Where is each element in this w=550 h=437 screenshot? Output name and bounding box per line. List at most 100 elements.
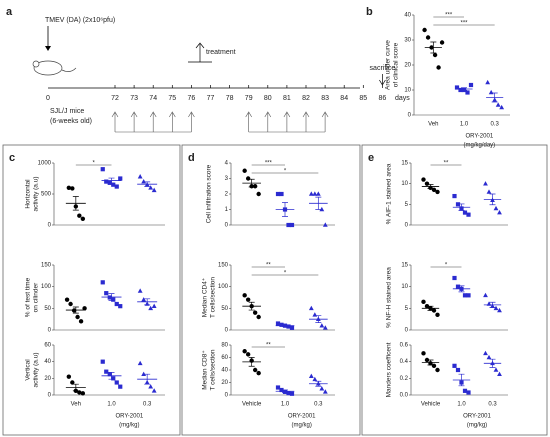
data-point	[485, 79, 491, 85]
data-point	[312, 376, 318, 382]
dose-arrow	[149, 111, 157, 132]
panel-label: a	[6, 6, 13, 18]
data-point	[252, 184, 258, 189]
sem-whisker	[315, 315, 322, 323]
y-axis-label: Horizontal	[25, 179, 32, 209]
data-point	[107, 295, 112, 300]
data-point	[465, 90, 470, 95]
data-point	[483, 292, 488, 298]
y-axis-label: on cilinder	[33, 282, 40, 312]
y-tick-label: 40	[221, 368, 228, 374]
day-label: 76	[188, 95, 196, 102]
y-tick-label: 500	[41, 192, 52, 198]
significance-label: ***	[445, 13, 453, 19]
sacrifice-arrow	[379, 74, 386, 86]
infection-label: TMEV (DA) (2x10⁶pfu)	[45, 17, 115, 24]
x-tick-label: Veh	[71, 402, 81, 408]
dose-arrow	[264, 111, 272, 132]
sem-whisker	[282, 202, 288, 217]
x-tick-label: 1.0	[460, 122, 469, 128]
data-point	[322, 325, 328, 330]
y-tick-label: 4	[225, 161, 229, 167]
sem-whisker	[108, 293, 115, 301]
y-tick-label: 0	[48, 223, 52, 229]
data-point	[286, 222, 291, 228]
data-point	[104, 291, 109, 296]
sem-whisker	[427, 305, 434, 311]
data-point	[104, 369, 109, 374]
x-tick-label: 1.0	[457, 402, 466, 408]
x-axis-label: ORY-2001	[115, 414, 143, 420]
y-tick-label: 0.0	[400, 393, 409, 399]
data-point	[151, 187, 157, 193]
sem-whisker	[282, 389, 288, 393]
data-point	[424, 181, 430, 186]
data-point	[452, 193, 457, 199]
data-point	[495, 102, 501, 107]
y-tick-label: 20	[44, 376, 51, 382]
day-label: 84	[340, 95, 348, 102]
y-axis-label: % NF-H stained area	[386, 267, 393, 328]
data-point	[455, 202, 461, 207]
dose-arrow	[302, 111, 310, 132]
data-point	[242, 168, 247, 173]
y-tick-label: 150	[218, 263, 229, 269]
data-point	[289, 391, 295, 396]
sem-whisker	[144, 181, 151, 187]
data-point	[100, 167, 105, 172]
y-tick-label: 10	[404, 88, 411, 94]
data-point	[279, 322, 284, 327]
panel-label: b	[366, 6, 373, 18]
data-point	[245, 176, 251, 181]
data-point	[431, 363, 437, 369]
y-axis-label: Median CD4⁺	[202, 277, 209, 317]
y-axis-label: Cell infiltration score	[206, 164, 213, 223]
dose-arrow	[111, 111, 119, 132]
data-point	[64, 297, 70, 302]
day-label: 86	[379, 95, 387, 102]
data-point	[279, 191, 284, 197]
y-axis-label: activity (a.u)	[33, 176, 40, 211]
data-point	[462, 293, 468, 298]
data-point	[499, 104, 505, 110]
data-point	[66, 185, 72, 190]
y-tick-label: 0	[225, 223, 229, 229]
panel-e-frame	[361, 144, 548, 436]
y-axis-label: activity (a.u)	[33, 352, 40, 387]
dose-arrow	[321, 111, 329, 132]
sem-whisker	[458, 203, 465, 211]
data-point	[252, 310, 258, 315]
data-point	[80, 216, 86, 221]
y-tick-label: 40	[404, 13, 411, 19]
sem-whisker	[144, 373, 151, 385]
y-tick-label: 0.6	[400, 343, 409, 349]
data-point	[256, 370, 261, 376]
data-point	[289, 222, 295, 228]
data-point	[436, 65, 441, 70]
x-tick-label: 0.3	[143, 402, 152, 408]
day-label: 83	[321, 95, 329, 102]
y-axis-label: Area under curve	[385, 40, 392, 90]
y-tick-label: 60	[221, 355, 228, 361]
data-point	[100, 280, 105, 285]
data-point	[275, 321, 281, 326]
y-tick-label: 0	[225, 393, 229, 399]
data-point	[75, 314, 80, 320]
y-tick-label: 15	[401, 263, 408, 269]
data-point	[421, 351, 426, 356]
y-tick-label: 0	[225, 328, 229, 334]
day-label: 73	[130, 95, 138, 102]
data-point	[497, 371, 502, 376]
y-tick-label: 20	[404, 63, 411, 69]
x-tick-label: 1.0	[107, 402, 116, 408]
data-point	[118, 384, 123, 389]
data-point	[141, 179, 147, 184]
data-point	[422, 27, 427, 33]
y-tick-label: 0	[48, 328, 52, 334]
x-tick-label: 1.0	[281, 402, 290, 408]
data-point	[82, 306, 87, 311]
x-axis-label: ORY-2001	[465, 134, 493, 140]
day-label: 75	[168, 95, 176, 102]
x-tick-label: Vehicle	[421, 402, 441, 408]
y-axis-label: T cells/section	[210, 277, 217, 318]
